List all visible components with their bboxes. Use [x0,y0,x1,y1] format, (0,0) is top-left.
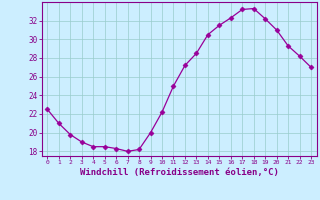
X-axis label: Windchill (Refroidissement éolien,°C): Windchill (Refroidissement éolien,°C) [80,168,279,177]
